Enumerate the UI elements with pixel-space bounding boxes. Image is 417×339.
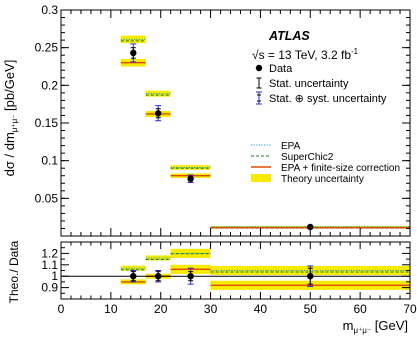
ratio-y-tick-label-0: 0.9: [41, 281, 58, 295]
main-y-tick-label-3: 0.2: [41, 78, 58, 92]
legend-item-6-label: Theory uncertainty: [281, 174, 364, 185]
legend-item-0-marker: [255, 64, 263, 72]
main-data-point-1: [155, 110, 162, 117]
ratio-y-tick-label-1: 1: [51, 269, 58, 283]
main-panel: 0.05 0.1 0.15 0.2 0.25 0.3: [35, 3, 411, 237]
energy-lumi-label: √s = 13 TeV, 3.2 fb-1: [252, 47, 359, 62]
ratio-y-tick-label-3: 1.2: [41, 246, 58, 260]
main-theory-band-upper-bin-0: [120, 35, 146, 44]
legend-item-6-marker: [251, 174, 271, 182]
ratio-panel: 0.911.11.2 0 10 20 30 40 50 60 70: [41, 241, 417, 316]
main-y-tick-label-2: 0.15: [35, 116, 59, 130]
ratio-theory-band-upper-bin-2: [170, 248, 211, 258]
axes-labels: dσ / dmμ⁺μ⁻ [pb/GeV] Theo./ Data mμ⁺μ⁻ […: [2, 60, 408, 335]
x-tick-label-4: 40: [254, 302, 268, 316]
y-axis-label: dσ / dmμ⁺μ⁻ [pb/GeV]: [2, 60, 19, 177]
ratio-data-point-3: [307, 273, 314, 280]
legend-item-1-label: Stat. uncertainty: [269, 78, 349, 90]
main-theory-band-upper-bin-1: [145, 90, 171, 97]
ratio-data-point-1: [155, 273, 162, 280]
legend-item-0-label: Data: [269, 63, 293, 75]
main-y-tick-label-1: 0.1: [41, 154, 58, 168]
legend-item-4-label: SuperChic2: [281, 152, 334, 163]
main-y-tick-label-4: 0.25: [35, 41, 59, 55]
main-data-point-3: [307, 223, 314, 231]
legend-item-3-label: EPA: [281, 141, 301, 152]
main-theory-band-upper-bin-2: [170, 165, 211, 170]
x-tick-label-7: 70: [403, 302, 417, 316]
main-data-point-2: [187, 175, 194, 182]
legend-item-2-label: Stat. ⊕ syst. uncertainty: [269, 93, 387, 105]
ratio-y-tick-label-2: 1.1: [41, 258, 58, 272]
x-tick-label-0: 0: [58, 302, 65, 316]
x-tick-label-2: 20: [154, 302, 168, 316]
ratio-theory-band-upper-bin-1: [145, 255, 171, 261]
ratio-data-point-0: [130, 273, 137, 280]
x-axis-label: mμ⁺μ⁻ [GeV]: [343, 318, 408, 335]
x-tick-label-1: 10: [104, 302, 118, 316]
main-frame: [60, 9, 411, 237]
experiment-label: ATLAS: [268, 29, 310, 43]
ratio-theory-band-upper-bin-0: [120, 265, 146, 271]
ratio-data-point-2: [187, 273, 194, 280]
legend: ATLAS √s = 13 TeV, 3.2 fb-1 Data Stat. un…: [251, 29, 400, 185]
ratio-y-axis-label: Theo./ Data: [7, 240, 21, 303]
x-tick-label-6: 60: [353, 302, 367, 316]
main-y-tick-label-5: 0.3: [41, 3, 58, 17]
legend-item-5-label: EPA + finite-size correction: [281, 163, 400, 174]
x-tick-label-5: 50: [304, 302, 318, 316]
main-data-point-0: [130, 49, 137, 57]
main-y-tick-label-0: 0.05: [35, 191, 59, 205]
x-tick-label-3: 30: [204, 302, 218, 316]
